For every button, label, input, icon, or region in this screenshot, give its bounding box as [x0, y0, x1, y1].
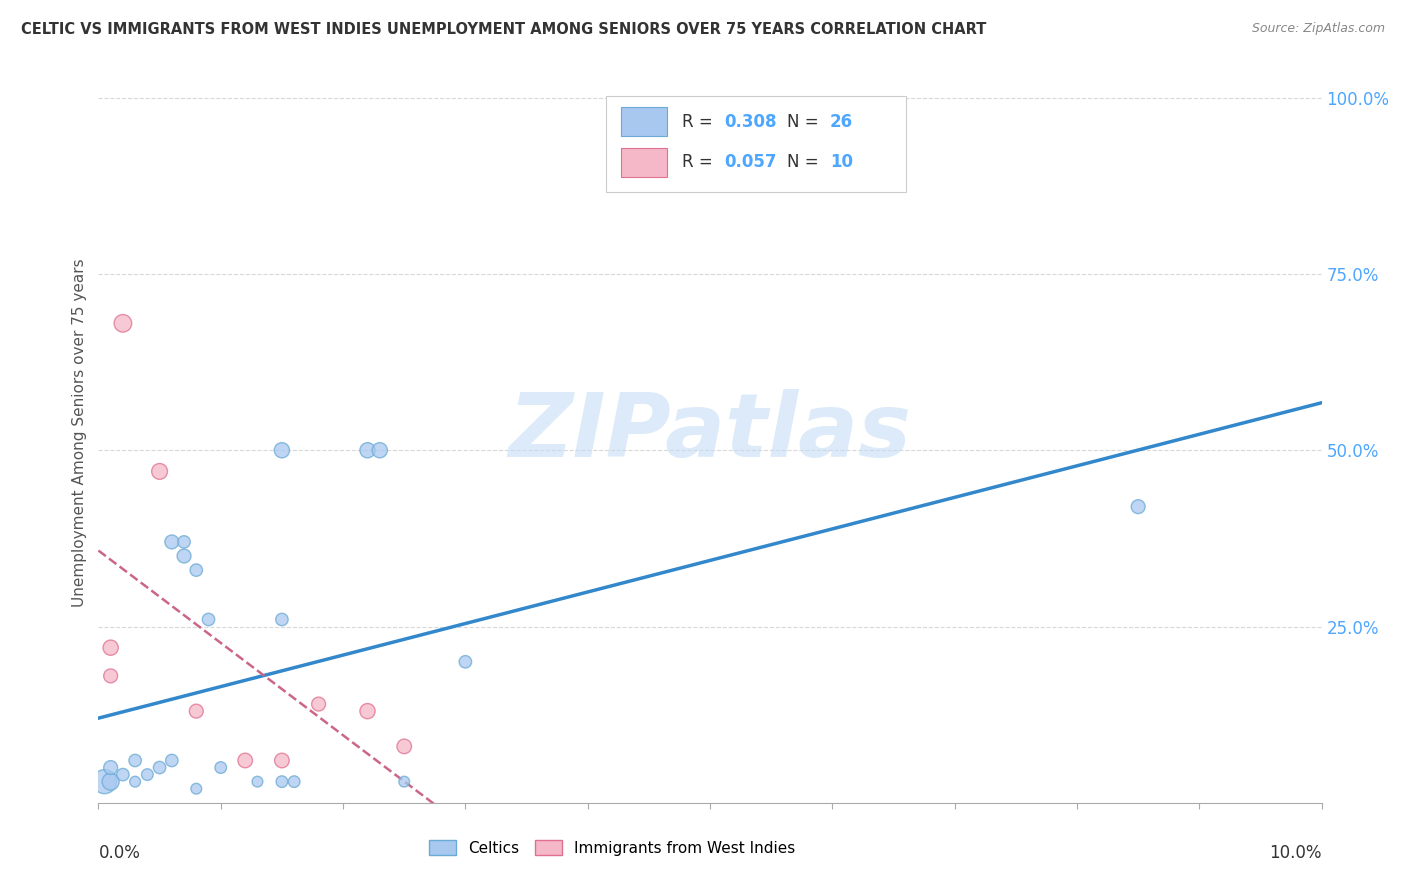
Point	[356, 443, 378, 458]
Point	[111, 767, 134, 781]
Point	[93, 774, 115, 789]
Point	[233, 754, 256, 768]
Point	[246, 774, 269, 789]
Point	[270, 443, 292, 458]
Point	[136, 767, 159, 781]
Point	[186, 704, 208, 718]
Point	[186, 563, 208, 577]
Point	[173, 549, 195, 563]
Y-axis label: Unemployment Among Seniors over 75 years: Unemployment Among Seniors over 75 years	[72, 259, 87, 607]
Point	[100, 760, 122, 774]
Point	[368, 443, 391, 458]
Point	[283, 774, 305, 789]
Text: 26: 26	[830, 112, 853, 130]
Point	[124, 774, 146, 789]
Point	[100, 669, 122, 683]
Point	[197, 612, 219, 626]
Point	[1128, 500, 1150, 514]
Text: N =: N =	[787, 153, 824, 171]
Point	[356, 704, 378, 718]
Point	[270, 774, 292, 789]
Text: Source: ZipAtlas.com: Source: ZipAtlas.com	[1251, 22, 1385, 36]
Text: ZIPatlas: ZIPatlas	[509, 389, 911, 476]
Point	[392, 739, 416, 754]
Point	[111, 316, 134, 330]
Point	[173, 535, 195, 549]
Point	[100, 774, 122, 789]
Text: 10.0%: 10.0%	[1270, 844, 1322, 862]
Text: N =: N =	[787, 112, 824, 130]
Point	[186, 781, 208, 796]
Point	[149, 464, 172, 478]
Point	[209, 760, 232, 774]
Text: 0.057: 0.057	[724, 153, 778, 171]
Text: CELTIC VS IMMIGRANTS FROM WEST INDIES UNEMPLOYMENT AMONG SENIORS OVER 75 YEARS C: CELTIC VS IMMIGRANTS FROM WEST INDIES UN…	[21, 22, 987, 37]
Point	[454, 655, 477, 669]
Point	[149, 760, 172, 774]
Text: 0.0%: 0.0%	[98, 844, 141, 862]
Point	[160, 754, 183, 768]
Text: R =: R =	[682, 112, 718, 130]
Point	[308, 697, 330, 711]
FancyBboxPatch shape	[606, 95, 905, 192]
Point	[160, 535, 183, 549]
Point	[124, 754, 146, 768]
Point	[270, 612, 292, 626]
Text: 10: 10	[830, 153, 853, 171]
Point	[392, 774, 416, 789]
FancyBboxPatch shape	[620, 107, 668, 136]
Legend: Celtics, Immigrants from West Indies: Celtics, Immigrants from West Indies	[423, 834, 801, 862]
Point	[270, 754, 292, 768]
Text: R =: R =	[682, 153, 718, 171]
FancyBboxPatch shape	[620, 147, 668, 178]
Text: 0.308: 0.308	[724, 112, 778, 130]
Point	[100, 640, 122, 655]
